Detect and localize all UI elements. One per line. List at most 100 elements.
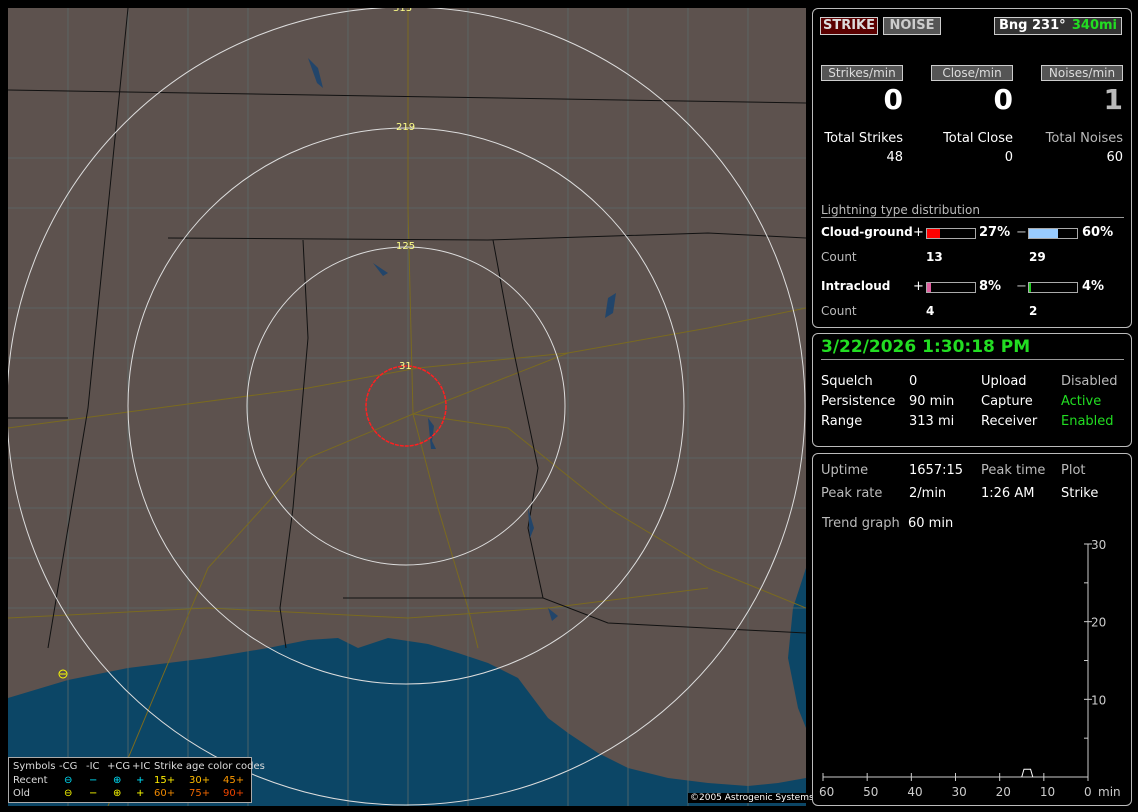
cg-count-label: Count [821, 250, 857, 264]
y-tick-label: 20 [1091, 616, 1106, 630]
minus-icon: − [89, 788, 98, 799]
plus-circle-icon: ⊕ [113, 788, 122, 799]
legend-col-neg-cg: -CG [59, 761, 78, 772]
ring-label-313: 313 [393, 8, 413, 14]
strike-button[interactable]: STRIKE [820, 17, 878, 35]
ic-pos-fill [927, 283, 931, 292]
uptime-label: Uptime [821, 463, 869, 478]
minus-icon: − [1016, 225, 1027, 240]
close-per-min-button[interactable]: Close/min [931, 65, 1013, 81]
age-15: 15+ [154, 775, 176, 786]
status-v2-2: Enabled [1061, 414, 1114, 429]
cg-neg-fill [1029, 229, 1058, 238]
range-ring-313 [8, 8, 806, 806]
status-k1-0: Squelch [821, 374, 873, 389]
legend-col-pos-cg: +CG [107, 761, 131, 772]
status-v2-0: Disabled [1061, 374, 1118, 389]
distribution-title: Lightning type distribution [821, 203, 1124, 218]
peak-rate-value: 2/min [909, 486, 947, 501]
close-range-ring [365, 365, 447, 447]
peak-time-label: Peak time [981, 463, 1046, 478]
ic-neg-fill [1029, 283, 1031, 292]
close-per-min-value: 0 [993, 83, 1013, 116]
y-tick-label: 10 [1091, 693, 1106, 707]
ring-label-31: 31 [399, 361, 412, 372]
age-60: 60+ [154, 788, 176, 799]
noise-button[interactable]: NOISE [883, 17, 941, 35]
cg-label: Cloud-ground [821, 225, 913, 239]
total-close-label: Total Close [943, 131, 1013, 146]
total-noises-label: Total Noises [1045, 131, 1123, 146]
bearing-value: Bng 231° [999, 18, 1066, 33]
bearing-display: Bng 231° 340mi [994, 17, 1122, 35]
status-k2-1: Capture [981, 394, 1033, 409]
ic-neg-count: 2 [1029, 304, 1038, 318]
x-tick-label: 20 [996, 785, 1011, 799]
range-rings [8, 8, 806, 806]
cg-neg-pct: 60% [1082, 225, 1114, 240]
y-tick-label: 30 [1091, 538, 1106, 552]
minus-circle-icon: ⊖ [64, 788, 73, 799]
ic-neg-bar [1028, 282, 1078, 293]
status-v2-1: Active [1061, 394, 1102, 409]
plot-label: Plot [1061, 463, 1086, 478]
plus-icon: + [136, 788, 145, 799]
status-k1-1: Persistence [821, 394, 896, 409]
noises-per-min-button[interactable]: Noises/min [1041, 65, 1123, 81]
state-borders [8, 8, 806, 649]
age-90: 90+ [223, 788, 245, 799]
range-ring-125 [246, 246, 566, 566]
plus-icon: + [913, 279, 924, 294]
ic-pos-pct: 8% [979, 279, 1002, 294]
noises-per-min-value: 1 [1103, 83, 1123, 116]
total-strikes-label: Total Strikes [824, 131, 903, 146]
strikes-per-min-button[interactable]: Strikes/min [821, 65, 903, 81]
trend-line [1021, 768, 1034, 778]
status-k2-2: Receiver [981, 414, 1038, 429]
total-strikes-value: 48 [886, 150, 903, 165]
strike-map[interactable]: 313 219 125 31 [8, 8, 806, 806]
x-tick-label: 30 [952, 785, 967, 799]
total-noises-value: 60 [1106, 150, 1123, 165]
x-unit-label: min [1098, 785, 1121, 799]
ring-label-125: 125 [396, 241, 416, 252]
plus-icon: + [913, 225, 924, 240]
cg-pos-bar [926, 228, 976, 239]
peak-time-value: 1:26 AM [981, 486, 1035, 501]
strike-symbol-old-neg-cg [58, 669, 68, 679]
minus-icon: − [89, 775, 98, 786]
legend-recent-label: Recent [13, 775, 48, 786]
legend-symbols-label: Symbols [13, 761, 56, 772]
ic-pos-count: 4 [926, 304, 935, 318]
total-close-value: 0 [1004, 150, 1013, 165]
lakes [308, 58, 616, 621]
datetime: 3/22/2026 1:30:18 PM [821, 337, 1124, 360]
ic-pos-bar [926, 282, 976, 293]
trend-graph-value[interactable]: 60 min [908, 516, 954, 531]
counts-panel: STRIKE NOISE Bng 231° 340mi Strikes/min … [812, 8, 1132, 328]
status-panel: 3/22/2026 1:30:18 PM Squelch 0 Upload Disab… [812, 333, 1132, 447]
ic-count-label: Count [821, 304, 857, 318]
legend-col-pos-ic: +IC [132, 761, 151, 772]
status-k2-0: Upload [981, 374, 1027, 389]
legend-col-neg-ic: -IC [86, 761, 100, 772]
trend-graph: 60 50 40 30 20 10 0 min 30 20 10 [819, 538, 1121, 799]
plus-circle-icon: ⊕ [113, 775, 122, 786]
legend-age-title: Strike age color codes [154, 761, 265, 772]
age-30: 30+ [189, 775, 211, 786]
atlantic-ocean [788, 568, 806, 728]
x-tick-label: 0 [1084, 785, 1092, 799]
ic-neg-pct: 4% [1082, 279, 1105, 294]
range-ring-219 [127, 127, 685, 685]
strikes-per-min-value: 0 [883, 83, 903, 116]
trend-graph-label: Trend graph [822, 516, 900, 531]
plus-icon: + [136, 775, 145, 786]
ring-label-219: 219 [396, 122, 416, 133]
x-tick-label: 60 [819, 785, 834, 799]
cg-pos-pct: 27% [979, 225, 1011, 240]
legend-old-label: Old [13, 788, 30, 799]
cg-pos-count: 13 [926, 250, 943, 264]
peak-rate-label: Peak rate [821, 486, 883, 501]
cg-neg-bar [1028, 228, 1078, 239]
plot-value[interactable]: Strike [1061, 486, 1099, 501]
